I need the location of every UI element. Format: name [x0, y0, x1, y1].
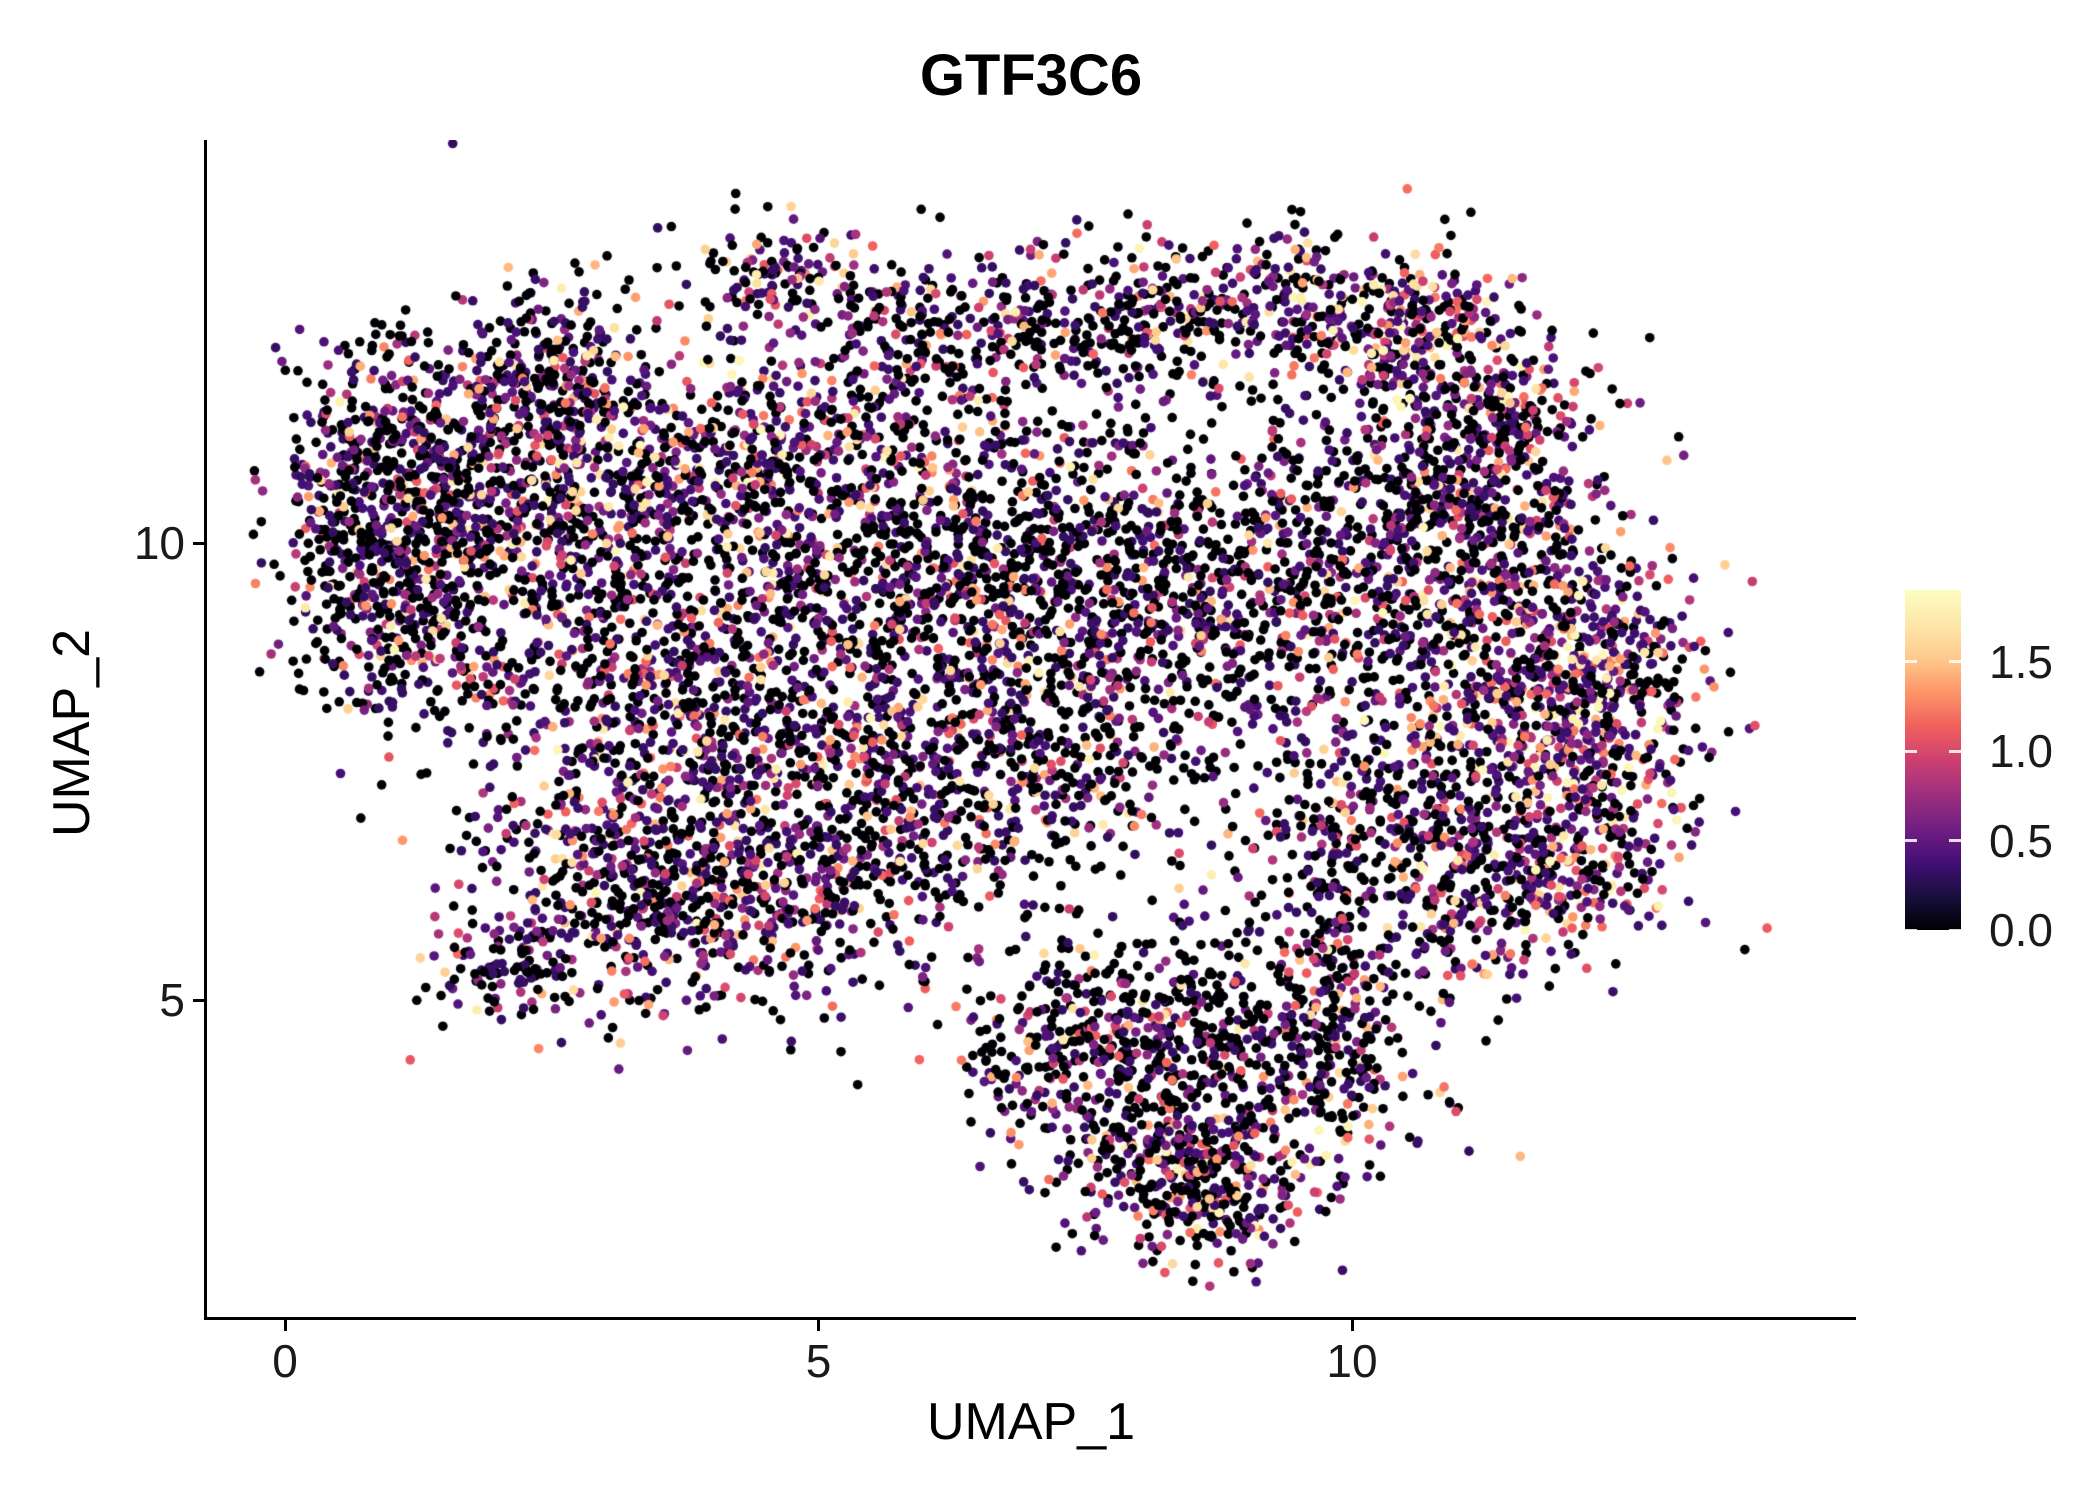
colorbar-tick-mark: [1905, 749, 1917, 753]
colorbar-tick-mark: [1949, 839, 1961, 843]
x-axis-title: UMAP_1: [926, 1393, 1136, 1451]
x-tick-label: 0: [272, 1335, 298, 1387]
x-tick-mark: [1350, 1317, 1354, 1331]
y-tick-label: 10: [133, 517, 185, 569]
colorbar-tick-label: 0.0: [1989, 904, 2053, 956]
y-tick-mark: [193, 998, 207, 1002]
y-axis-line: [204, 140, 207, 1320]
y-tick-mark: [193, 541, 207, 545]
colorbar-tick-label: 0.5: [1989, 814, 2053, 867]
x-tick-label: 5: [805, 1335, 832, 1387]
colorbar-tick-mark: [1949, 660, 1961, 664]
colorbar-tick-mark: [1949, 928, 1961, 932]
plot-title: GTF3C6: [919, 43, 1143, 108]
colorbar: [1905, 590, 1961, 930]
x-axis-line: [204, 1317, 1856, 1320]
colorbar-tick-label: 1.5: [1989, 635, 2053, 688]
y-axis-title: UMAP_2: [43, 628, 101, 838]
x-tick-mark: [283, 1317, 287, 1331]
scatter-points-canvas: [207, 140, 1856, 1317]
colorbar-tick-label: 1.0: [1989, 725, 2053, 778]
y-tick-label: 5: [159, 974, 185, 1026]
x-tick-mark: [817, 1317, 820, 1331]
x-tick-label: 10: [1326, 1335, 1378, 1387]
colorbar-tick-mark: [1905, 839, 1917, 843]
colorbar-tick-mark: [1905, 928, 1917, 932]
colorbar-tick-mark: [1949, 749, 1961, 753]
colorbar-tick-mark: [1905, 660, 1917, 664]
